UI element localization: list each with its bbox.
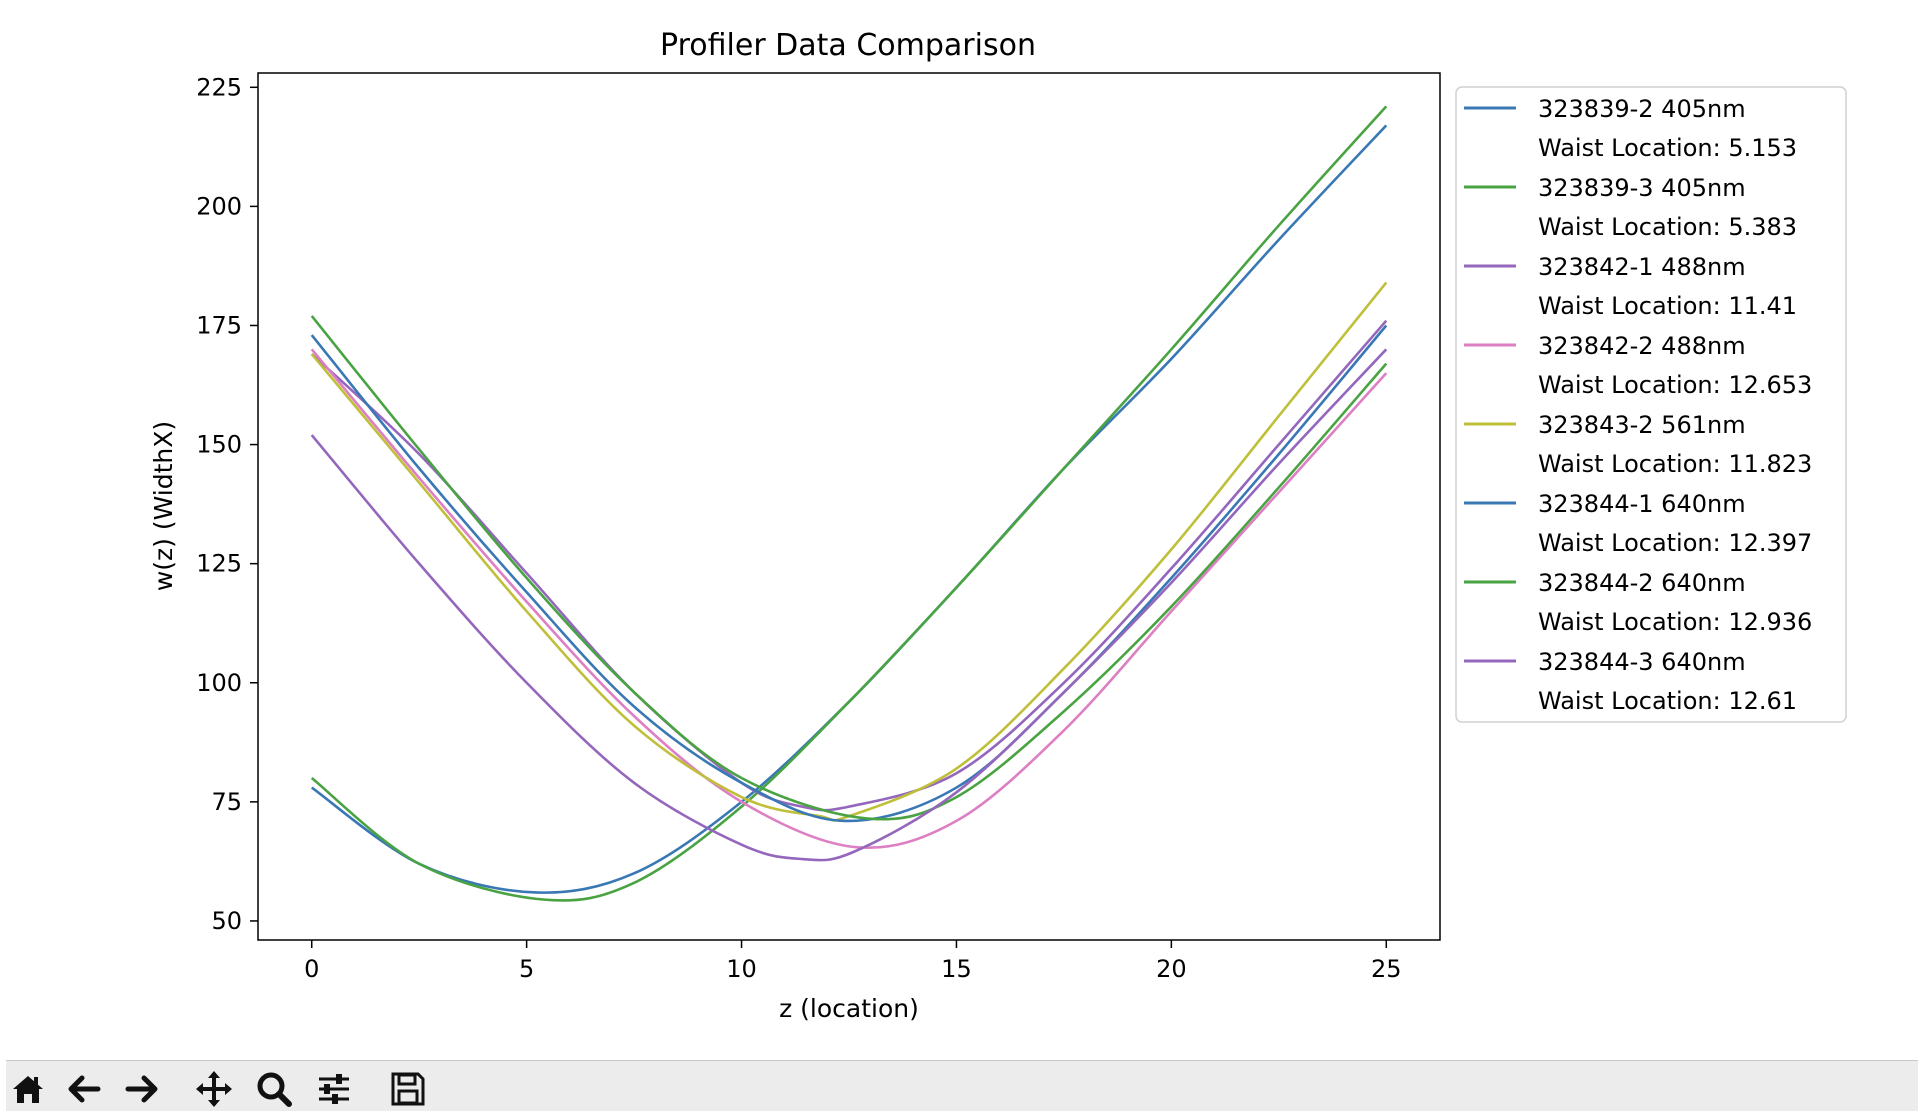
y-tick-label: 125 xyxy=(196,550,242,578)
y-tick-label: 100 xyxy=(196,669,242,697)
chart: Profiler Data Comparison 0 5 10 15 20 25 50 75… xyxy=(149,28,1847,1023)
legend-entry-name: 323844-1 640nm xyxy=(1538,490,1746,518)
floppy-disk-icon xyxy=(391,1072,425,1106)
zoom-button[interactable] xyxy=(254,1069,294,1109)
y-tick-label: 50 xyxy=(211,907,242,935)
legend-entry-name: 323839-3 405nm xyxy=(1538,174,1746,202)
legend-entry-waist: Waist Location: 12.653 xyxy=(1538,371,1812,399)
arrow-left-icon xyxy=(68,1075,101,1103)
series-line-1 xyxy=(310,105,1388,902)
series-line-3 xyxy=(310,348,1388,849)
legend-entry-name: 323843-2 561nm xyxy=(1538,411,1746,439)
y-tick-label: 75 xyxy=(211,788,242,816)
forward-button[interactable] xyxy=(122,1069,162,1109)
legend-entry-waist: Waist Location: 12.61 xyxy=(1538,687,1797,715)
navigation-toolbar xyxy=(6,1060,1918,1111)
series-line-5 xyxy=(310,324,1388,823)
move-icon xyxy=(196,1071,232,1107)
legend-entry-waist: Waist Location: 12.397 xyxy=(1538,529,1812,557)
y-tick-label: 200 xyxy=(196,192,242,220)
x-axis-label: z (location) xyxy=(779,994,919,1023)
chart-title: Profiler Data Comparison xyxy=(660,28,1036,63)
x-tick-label: 25 xyxy=(1371,955,1402,983)
x-tick-label: 5 xyxy=(519,955,534,983)
configure-subplots-button[interactable] xyxy=(314,1069,354,1109)
home-button[interactable] xyxy=(8,1069,48,1109)
series-line-6 xyxy=(310,315,1388,821)
y-tick-label: 150 xyxy=(196,431,242,459)
legend-entry-waist: Waist Location: 11.41 xyxy=(1538,292,1797,320)
back-button[interactable] xyxy=(64,1069,104,1109)
legend-frame xyxy=(1455,86,1847,723)
save-button[interactable] xyxy=(388,1069,428,1109)
legend-entry-name: 323842-1 488nm xyxy=(1538,253,1746,281)
y-axis-label: w(z) (WidthX) xyxy=(149,421,178,591)
legend-entry-waist: Waist Location: 5.153 xyxy=(1538,134,1797,162)
x-tick-label: 10 xyxy=(726,955,757,983)
legend-entry-name: 323842-2 488nm xyxy=(1538,332,1746,360)
legend-entry-name: 323844-3 640nm xyxy=(1538,648,1746,676)
series-line-7 xyxy=(310,348,1388,862)
y-axis: 50 75 100 125 150 175 200 225 xyxy=(196,73,258,935)
x-tick-label: 20 xyxy=(1156,955,1187,983)
x-tick-label: 0 xyxy=(304,955,319,983)
home-icon xyxy=(13,1076,43,1103)
y-tick-label: 225 xyxy=(196,73,242,101)
legend-entry-name: 323844-2 640nm xyxy=(1538,569,1746,597)
y-tick-label: 175 xyxy=(196,311,242,339)
series-layer xyxy=(310,105,1388,902)
legend-entry-waist: Waist Location: 11.823 xyxy=(1538,450,1812,478)
x-axis: 0 5 10 15 20 25 xyxy=(304,940,1402,983)
sliders-icon xyxy=(319,1074,349,1104)
legend-entry-waist: Waist Location: 5.383 xyxy=(1538,213,1797,241)
legend-entry-waist: Waist Location: 12.936 xyxy=(1538,608,1812,636)
magnifier-icon xyxy=(257,1072,292,1107)
legend-entry-name: 323839-2 405nm xyxy=(1538,95,1746,123)
pan-button[interactable] xyxy=(194,1069,234,1109)
x-tick-label: 15 xyxy=(941,955,972,983)
plot-frame xyxy=(257,72,1441,941)
legend: 323839-2 405nm Waist Location: 5.153 32383… xyxy=(1455,86,1847,723)
arrow-right-icon xyxy=(125,1075,158,1103)
